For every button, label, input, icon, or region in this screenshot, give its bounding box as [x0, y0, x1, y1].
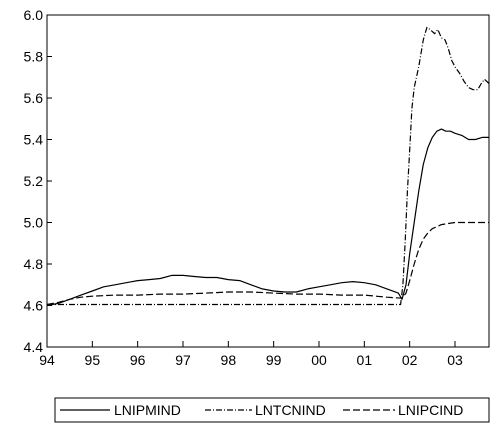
y-tick-label: 5.6: [24, 90, 44, 106]
y-tick-label: 5.4: [24, 132, 44, 148]
x-tick-label: 03: [447, 352, 463, 368]
legend: LNIPMIND LNTCNIND LNIPCIND: [54, 397, 490, 423]
legend-box: [54, 397, 490, 423]
x-axis-ticks: 94 95 96 97 98 99 00 01 02 03: [39, 341, 463, 368]
legend-label: LNIPMIND: [114, 402, 181, 418]
y-tick-label: 5.0: [24, 215, 44, 231]
legend-label: LNTCNIND: [255, 402, 326, 418]
y-axis-ticks: 4.4 4.6 4.8 5.0 5.2 5.4 5.6 5.8 6.0: [24, 7, 52, 355]
series-line-lnipmind: [46, 128, 489, 307]
y-tick-label: 5.8: [24, 49, 44, 65]
x-tick-label: 98: [221, 352, 237, 368]
x-tick-label: 02: [402, 352, 418, 368]
x-tick-label: 97: [175, 352, 191, 368]
series-layer: [46, 26, 490, 307]
x-tick-label: 95: [85, 352, 101, 368]
legend-label: LNIPCIND: [398, 402, 463, 418]
y-tick-label: 4.8: [24, 256, 44, 272]
plot-frame: [46, 14, 490, 348]
y-tick-label: 4.4: [24, 339, 44, 355]
x-tick-label: 94: [39, 352, 55, 368]
y-tick-label: 4.6: [24, 298, 44, 314]
x-tick-label: 00: [311, 352, 327, 368]
x-tick-label: 99: [266, 352, 282, 368]
x-tick-label: 96: [130, 352, 146, 368]
y-tick-label: 5.2: [24, 173, 44, 189]
x-tick-label: 01: [357, 352, 373, 368]
series-line-lnipcind: [46, 221, 489, 306]
y-tick-label: 6.0: [24, 7, 44, 23]
